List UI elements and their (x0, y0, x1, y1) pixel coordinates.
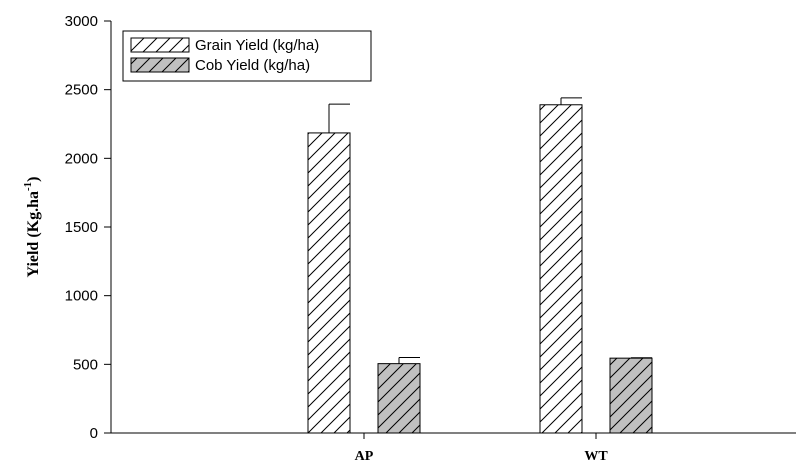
y-tick-label: 1000 (65, 288, 98, 305)
x-tick-label: WT (584, 449, 608, 464)
bar (539, 104, 583, 434)
legend-label: Cob Yield (kg/ha) (195, 57, 310, 74)
axes: 0 500 1000 1500 2000 2500 3000 (65, 13, 796, 442)
y-tick-label: 0 (90, 425, 98, 442)
y-tick-label: 1500 (65, 219, 98, 236)
legend-swatch (130, 37, 190, 53)
y-axis-label: Yield (Kg.ha-1) (22, 176, 42, 277)
bar (307, 132, 351, 434)
y-axis-label-close: ) (25, 176, 42, 181)
x-tick-label: AP (355, 449, 374, 464)
y-axis-label-sup: -1 (22, 182, 34, 191)
y-tick-label: 500 (73, 356, 98, 373)
bar (609, 357, 653, 434)
y-tick-label: 2500 (65, 82, 98, 99)
legend-label: Grain Yield (kg/ha) (195, 37, 319, 54)
y-tick-label: 2000 (65, 150, 98, 167)
bar (377, 363, 421, 434)
y-axis-label-main: Yield (Kg.ha (25, 191, 42, 278)
legend-swatch (130, 57, 190, 73)
axis-labels: AP WT Yield (Kg.ha-1) (22, 176, 608, 464)
bars (307, 104, 653, 434)
error-bars (328, 97, 652, 364)
y-tick-label: 3000 (65, 13, 98, 30)
legend: Grain Yield (kg/ha) Cob Yield (kg/ha) (122, 30, 372, 82)
